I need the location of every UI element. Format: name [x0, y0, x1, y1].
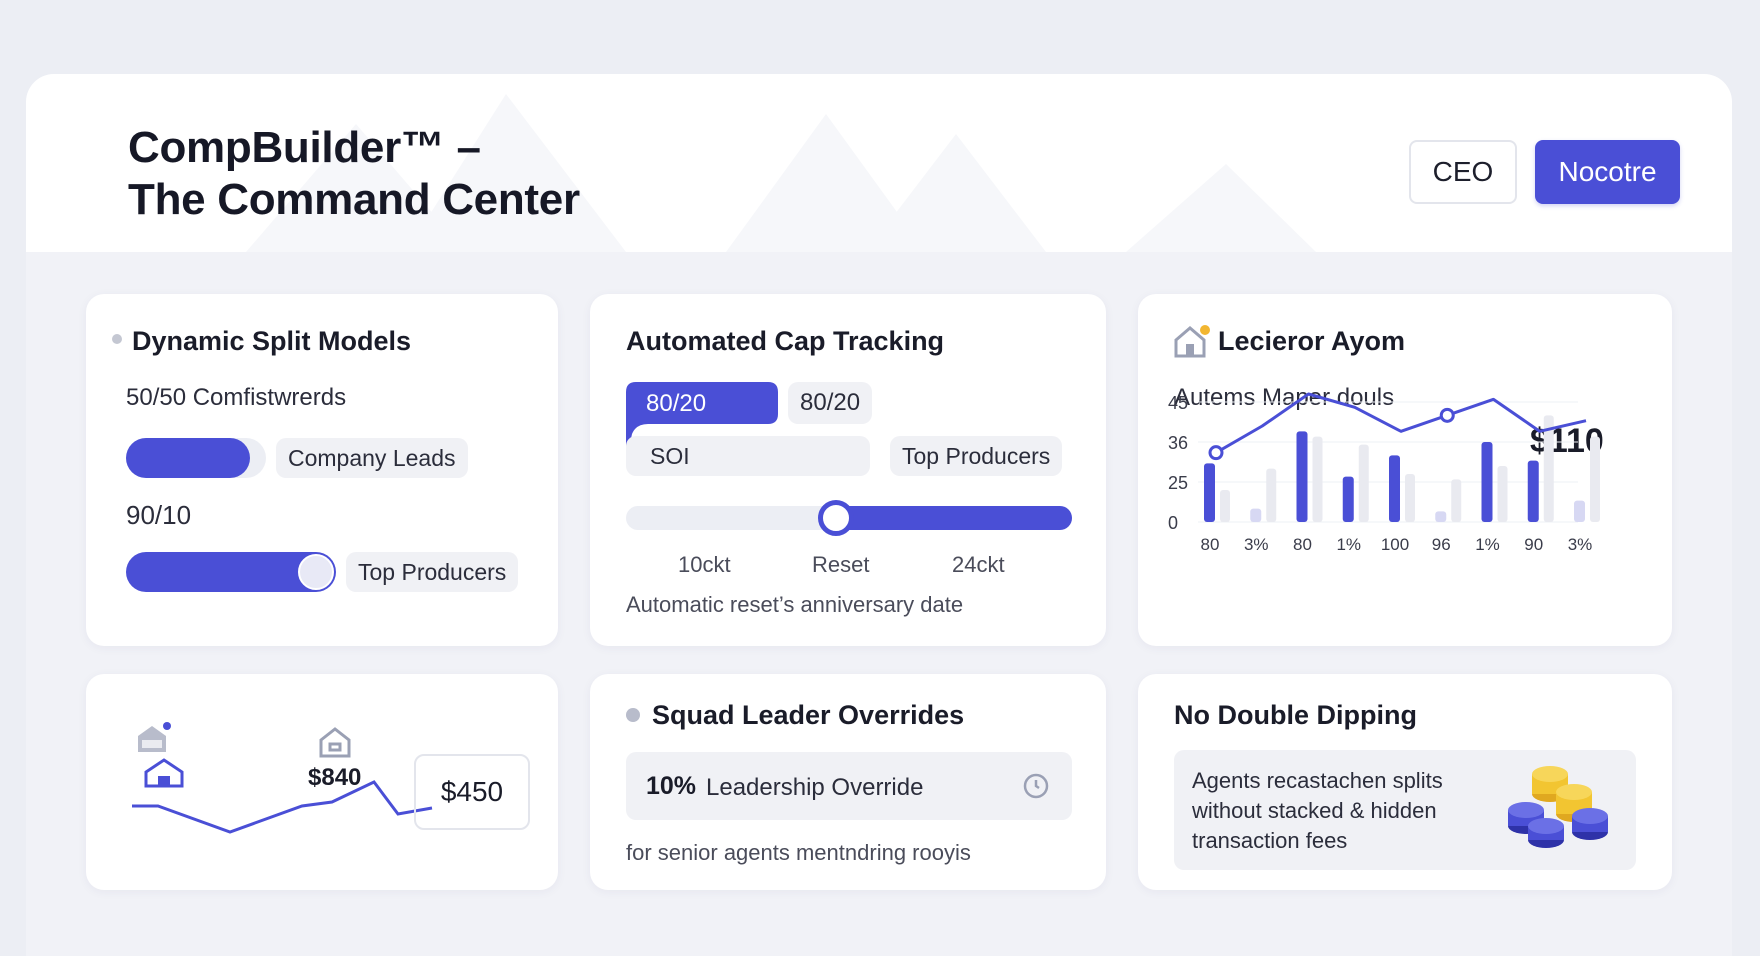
leader-card-title: Lecieror Ayom — [1218, 326, 1406, 356]
leader-chart: 45 36 25 0 80 3% 80 1% 100 96 1% 90 3% — [1168, 392, 1600, 554]
mini-value-2-box[interactable]: $450 — [414, 754, 530, 830]
card-bullet-dot — [112, 334, 122, 344]
y-tick-label: 36 — [1168, 433, 1188, 453]
active-tab-shape — [626, 382, 778, 462]
x-tick-label: 1% — [1336, 535, 1361, 554]
company-leads-chip[interactable]: Company Leads — [276, 438, 468, 478]
split-models-card: Dynamic Split Models 50/50 Comfistwrerds… — [86, 294, 558, 646]
house-icon — [138, 722, 171, 752]
y-tick-label: 0 — [1168, 513, 1178, 533]
chart-bar — [1296, 431, 1308, 522]
squad-overrides-card: Squad Leader Overrides 10% Leadership Ov… — [590, 674, 1106, 890]
x-tick-label: 80 — [1201, 535, 1220, 554]
x-tick-label: 1% — [1475, 535, 1500, 554]
leader-card-subtitle: Autems Maper douls — [1174, 384, 1395, 411]
slider-label-mid: Reset — [812, 552, 870, 577]
squad-footnote: for senior agents mentndring rooyis — [626, 840, 971, 865]
ceo-button[interactable]: CEO — [1409, 140, 1517, 204]
page-title: CompBuilder™ – The Command Center — [128, 122, 580, 226]
x-tick-label: 90 — [1524, 535, 1543, 554]
chart-bar — [1481, 442, 1493, 522]
cap-slider-fill — [835, 506, 1072, 530]
y-tick-label: 45 — [1168, 393, 1188, 413]
cap-card-title: Automated Cap Tracking — [626, 326, 945, 356]
soi-chip[interactable]: SOI — [626, 436, 870, 476]
page-title-line1: CompBuilder™ – — [128, 123, 481, 172]
description-line1: Agents recastachen splits — [1192, 768, 1443, 793]
tab-inactive[interactable]: 80/20 — [788, 382, 873, 424]
mini-graph-card: $840 $450 — [86, 674, 558, 890]
chart-bar — [1250, 508, 1262, 522]
chart-bar — [1204, 463, 1215, 522]
x-tick-label: 3% — [1244, 535, 1269, 554]
chart-bar-secondary — [1590, 436, 1600, 522]
chart-bar-secondary — [1266, 468, 1277, 522]
mini-value-1: $840 — [308, 764, 362, 791]
chart-bar-secondary — [1451, 479, 1462, 522]
description-line3: transaction fees — [1192, 828, 1348, 853]
chart-bar — [1342, 476, 1354, 522]
cap-slider-knob[interactable] — [817, 500, 854, 536]
model2-label: 90/10 — [126, 500, 192, 530]
y-tick-label: 25 — [1168, 473, 1188, 493]
chart-bar-secondary — [1312, 436, 1323, 522]
cap-top-producers-chip[interactable]: Top Producers — [890, 436, 1063, 476]
slider-label-right: 24ckt — [952, 552, 1005, 577]
cap-tracking-card: Automated Cap Tracking 80/20 80/20 SOI T… — [590, 294, 1106, 646]
mini-value-2: $450 — [440, 776, 504, 807]
chart-bar-secondary — [1220, 490, 1230, 522]
chart-bar — [1527, 460, 1539, 522]
x-tick-label: 80 — [1293, 535, 1312, 554]
dipping-description: Agents recastachen splits without stacke… — [1192, 766, 1443, 856]
home-outline-icon — [319, 727, 351, 758]
chart-bar-secondary — [1405, 474, 1415, 522]
clock-icon[interactable] — [1022, 772, 1050, 800]
x-tick-label: 96 — [1432, 535, 1451, 554]
dipping-description-box: Agents recastachen splits without stacke… — [1174, 750, 1636, 870]
top-producers-chip[interactable]: Top Producers — [346, 552, 519, 592]
slider-label-left: 10ckt — [678, 552, 731, 577]
description-line2: without stacked & hidden — [1192, 798, 1437, 823]
squad-card-title: Squad Leader Overrides — [652, 700, 965, 730]
chart-bar-secondary — [1358, 444, 1369, 522]
x-tick-label: 100 — [1381, 535, 1409, 554]
chart-line-marker — [1439, 407, 1455, 423]
header-background-decoration — [246, 94, 1316, 252]
page-title-line2: The Command Center — [128, 175, 580, 224]
card-bullet-dot — [626, 708, 640, 722]
model1-label: 50/50 Comfistwrerds — [126, 384, 347, 411]
chart-line — [1215, 392, 1587, 454]
override-label: Leadership Override — [706, 774, 924, 801]
chart-line-marker — [1208, 445, 1224, 461]
override-percent: 10% — [646, 772, 697, 800]
cap-footnote: Automatic reset’s anniversary date — [626, 592, 964, 617]
chart-bar-secondary — [1497, 466, 1508, 522]
split-card-title: Dynamic Split Models — [132, 326, 412, 356]
double-dipping-card: No Double Dipping Agents recastachen spl… — [1138, 674, 1672, 890]
coins-icon — [1508, 766, 1608, 848]
mini-line-chart — [132, 758, 433, 834]
chart-bar-secondary — [1543, 415, 1554, 522]
model1-toggle[interactable] — [126, 438, 250, 478]
leader-chart-card: Lecieror Ayom Autems Maper douls $110 45… — [1138, 294, 1672, 646]
tab-active[interactable]: 80/20 — [646, 390, 707, 417]
house-logo-icon — [1174, 325, 1210, 358]
primary-button[interactable]: Nocotre — [1535, 140, 1680, 204]
override-field[interactable]: 10% Leadership Override — [626, 752, 1072, 820]
model2-toggle-knob[interactable] — [298, 554, 334, 590]
x-tick-label: 3% — [1568, 535, 1593, 554]
chart-bar — [1389, 455, 1400, 522]
chart-bar — [1435, 511, 1447, 522]
chart-bar — [1574, 500, 1585, 522]
header: CompBuilder™ – The Command Center CEO No… — [26, 74, 1732, 252]
dipping-card-title: No Double Dipping — [1174, 700, 1417, 730]
